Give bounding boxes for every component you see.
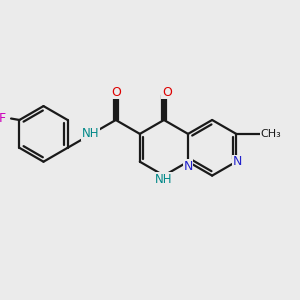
Text: N: N bbox=[233, 155, 242, 168]
Text: NH: NH bbox=[82, 128, 99, 140]
Text: F: F bbox=[0, 112, 6, 125]
Text: O: O bbox=[162, 85, 172, 98]
Text: N: N bbox=[183, 160, 193, 172]
Text: CH₃: CH₃ bbox=[261, 129, 281, 139]
Text: NH: NH bbox=[155, 172, 173, 186]
Text: O: O bbox=[111, 85, 121, 98]
